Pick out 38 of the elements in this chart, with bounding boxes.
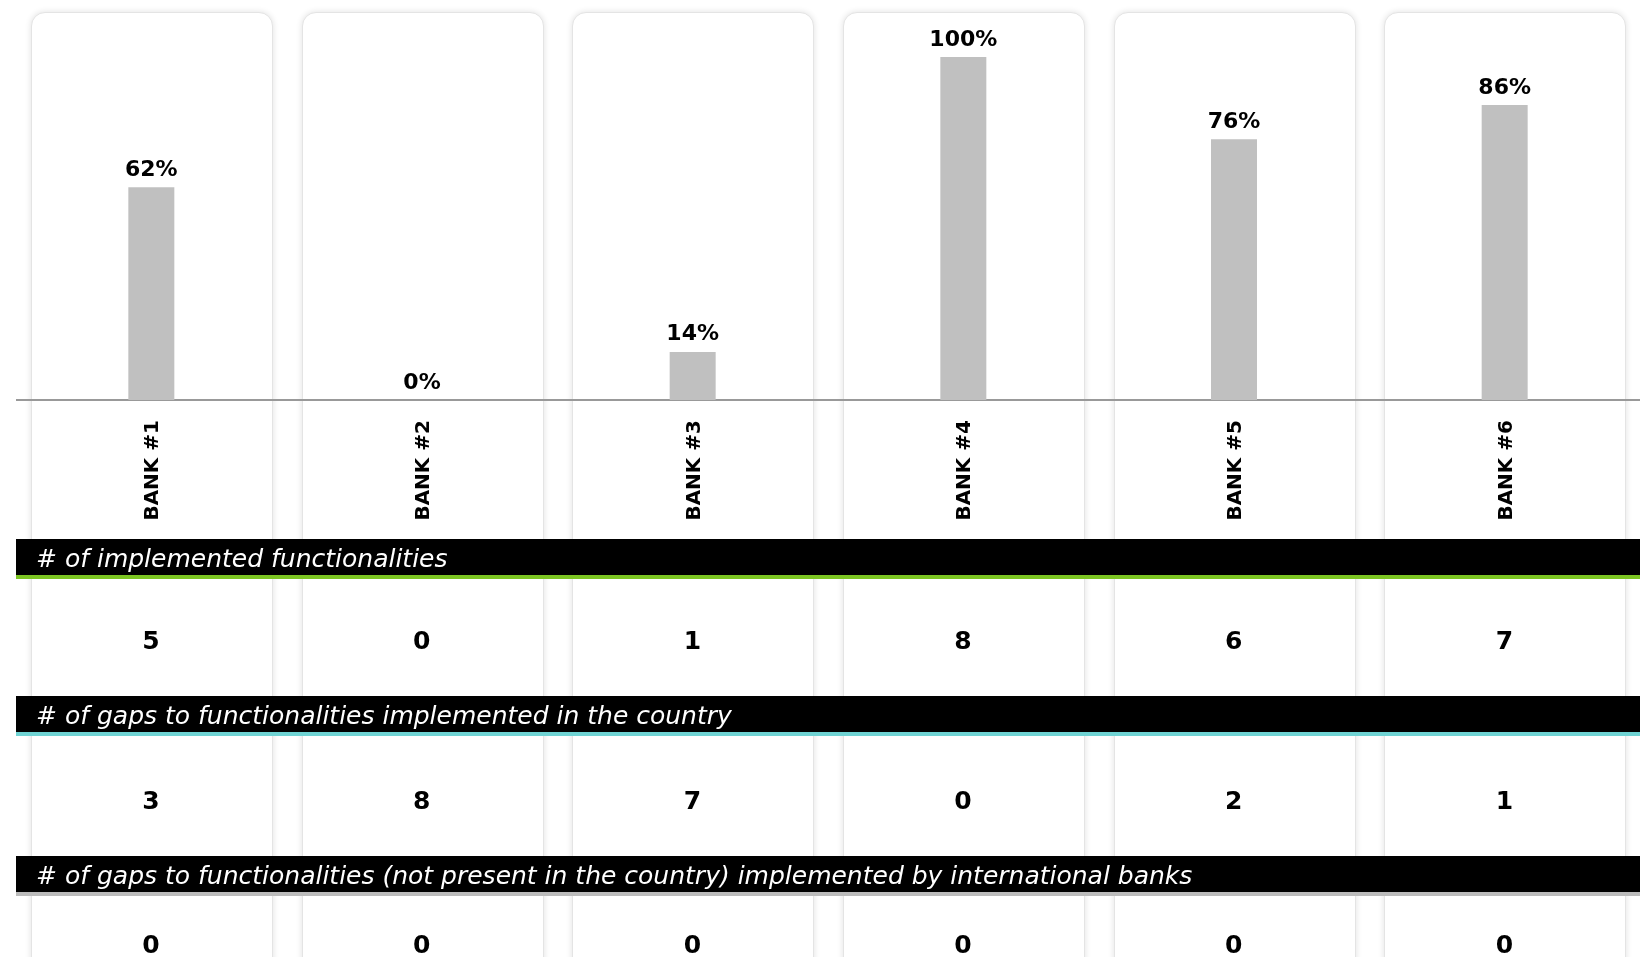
data-label: 1 (682, 626, 703, 655)
x-tick-label: BANK #5 (1222, 420, 1246, 521)
data-label: 6 (1223, 626, 1244, 655)
x-tick-label: BANK #1 (139, 420, 164, 521)
data-label: 0 (411, 930, 432, 957)
data-label: 0 (1223, 930, 1244, 957)
text: # of gaps to functionalities (not present in the country) implemented by international banks (16, 856, 1640, 896)
text: # of implemented functionalities (16, 539, 1640, 579)
text: # of gaps to functionalities implemented in the country (16, 696, 1640, 736)
data-label: 100% (929, 25, 998, 51)
data-label: 8 (953, 626, 973, 655)
data-label: 7 (682, 786, 703, 815)
data-label: 0 (411, 626, 432, 655)
data-label: 5 (141, 626, 161, 655)
data-label: 62% (125, 155, 178, 181)
data-label: 3 (141, 786, 161, 815)
data-label: 0 (1494, 930, 1515, 957)
data-label: 76% (1207, 107, 1261, 133)
x-tick-label: BANK #3 (680, 420, 705, 521)
data-label: 0 (953, 930, 973, 957)
data-label: 2 (1223, 786, 1244, 815)
data-label: 1 (1494, 786, 1515, 815)
data-label: 0 (953, 786, 973, 815)
bar (1481, 105, 1528, 400)
bar (128, 187, 175, 400)
x-tick-label: BANK #4 (951, 420, 976, 521)
data-label: 0 (682, 930, 703, 957)
x-tick-label: BANK #2 (410, 420, 434, 521)
data-label: 0% (403, 368, 441, 394)
data-label: 0 (141, 930, 161, 957)
data-label: 86% (1478, 73, 1531, 99)
bar (940, 57, 987, 400)
data-label: 8 (411, 786, 432, 815)
data-label: 14% (666, 320, 719, 346)
bar (1211, 139, 1257, 400)
bar (669, 351, 716, 400)
data-label: 7 (1494, 626, 1515, 655)
x-tick-label: BANK #6 (1492, 420, 1517, 521)
